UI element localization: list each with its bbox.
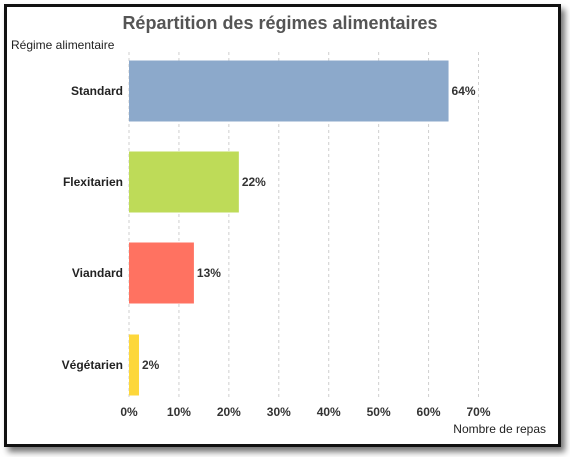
category-label-2: Viandard bbox=[72, 266, 123, 280]
category-label-0: Standard bbox=[71, 84, 123, 98]
value-label-0: 64% bbox=[452, 84, 476, 98]
y-axis-title: Régime alimentaire bbox=[11, 38, 115, 52]
chart-title: Répartition des régimes alimentaires bbox=[122, 13, 437, 33]
category-label-1: Flexitarien bbox=[63, 175, 123, 189]
category-label-3: Végétarien bbox=[62, 358, 123, 372]
value-label-3: 2% bbox=[142, 358, 160, 372]
value-label-2: 13% bbox=[197, 266, 221, 280]
bars bbox=[129, 60, 449, 396]
x-tick-label-0: 0% bbox=[120, 405, 138, 419]
x-tick-label-50: 50% bbox=[367, 405, 391, 419]
x-tick-label-10: 10% bbox=[167, 405, 191, 419]
bar-standard bbox=[129, 60, 449, 122]
bar-viandard bbox=[129, 242, 194, 304]
x-axis-title: Nombre de repas bbox=[453, 422, 546, 436]
x-tick-label-20: 20% bbox=[217, 405, 241, 419]
x-tick-label-70: 70% bbox=[466, 405, 490, 419]
labels: 0% 10% 20% 30% 40% 50% 60% 70% Standard 64% Flexit… bbox=[62, 84, 491, 419]
x-tick-label-40: 40% bbox=[317, 405, 341, 419]
bar-flexitarien bbox=[129, 151, 239, 213]
x-tick-label-30: 30% bbox=[267, 405, 291, 419]
x-tick-label-60: 60% bbox=[417, 405, 441, 419]
value-label-1: 22% bbox=[242, 175, 266, 189]
bar-végétarien bbox=[129, 334, 139, 396]
